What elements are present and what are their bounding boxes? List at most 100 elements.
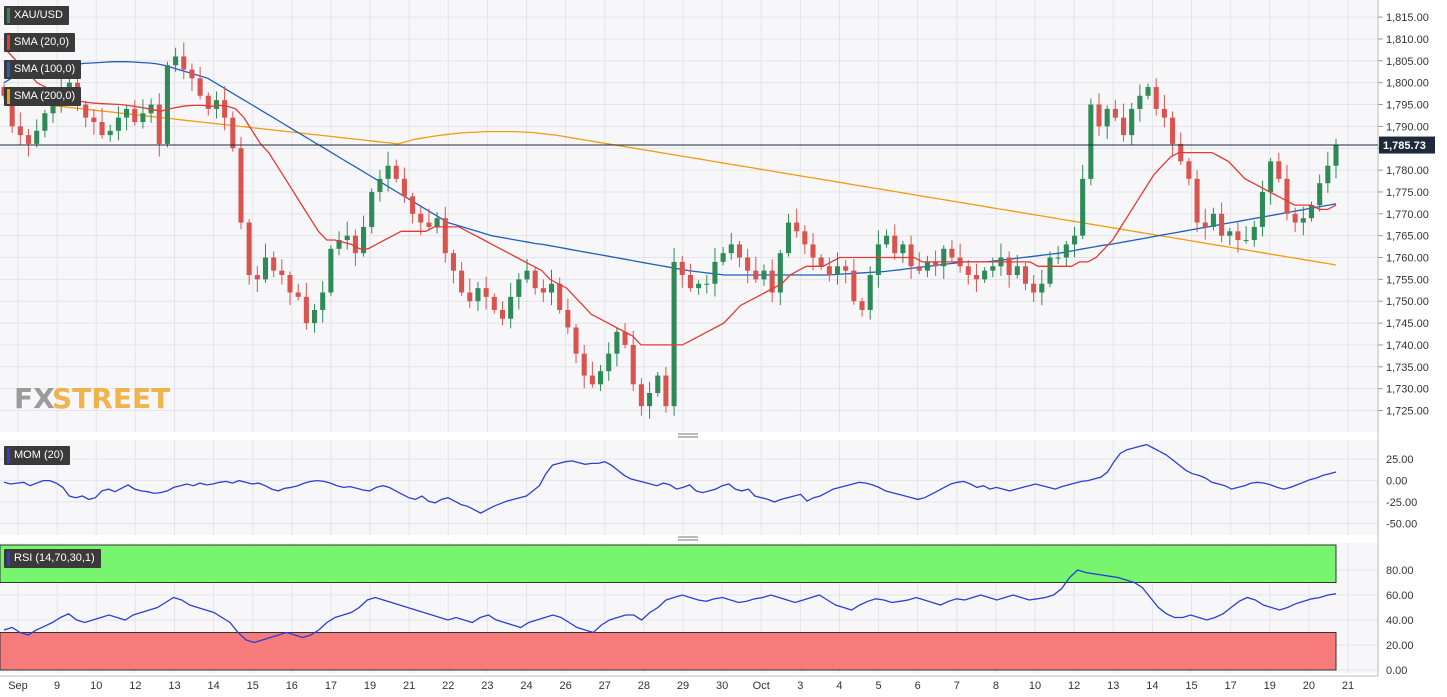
time-tick-label: 6 [915,680,921,692]
candle [1259,180,1265,237]
candle [320,281,326,323]
candle-body [287,275,293,293]
candle [1031,275,1037,303]
candle-body [1202,222,1208,227]
candle-body [671,261,677,407]
candle [606,342,612,381]
candle-body [557,283,563,310]
legend-sma200[interactable]: SMA (200,0) [4,87,82,106]
legend-sma20[interactable]: SMA (20,0) [4,33,76,52]
candle [712,247,718,297]
candle-body [1292,213,1298,223]
candle-body [867,275,873,310]
mom-path [3,443,1337,514]
candle-body [140,113,146,123]
candle [418,205,424,236]
candle-body [965,266,971,276]
candle [973,263,979,293]
candle-body [1047,257,1053,284]
candle-body [279,270,285,276]
candle-body [1251,226,1257,241]
price-tick-label: 1,810.00 [1386,34,1429,46]
candle [25,129,32,157]
price-tick-label: 1,735.00 [1386,362,1429,374]
candle-body [834,266,841,276]
time-tick-label: 13 [168,680,180,692]
candle [1186,157,1192,186]
candle-body [884,235,890,245]
candle [573,323,579,364]
legend-mom[interactable]: MOM (20) [4,446,70,465]
candle-body [173,56,179,66]
candle-body [1219,213,1225,236]
candle-body [704,283,710,285]
legend-sma100[interactable]: SMA (100,0) [4,60,82,79]
candle [1292,207,1298,233]
time-tick-label: 15 [1185,680,1197,692]
candle-body [875,244,881,276]
candle-body [1063,244,1069,258]
candle-body [328,248,334,293]
rsi-path [3,569,1337,644]
candle-body [295,292,301,297]
candle-body [1153,87,1159,109]
price-tick-label: 1,725.00 [1386,406,1429,418]
candle-body [1022,266,1029,284]
candle-body [426,222,432,227]
candle-body [262,257,269,280]
candle-body [753,270,759,280]
mom-tick-label: 0.00 [1386,476,1407,488]
candle [434,212,440,234]
legend-rsi[interactable]: RSI (14,70,30,1) [4,549,101,568]
candle-body [1276,161,1282,179]
candle-body [548,283,555,293]
candle-body [442,218,448,254]
candle [1235,222,1241,253]
candle [745,248,751,284]
candle [197,66,203,100]
candle [344,221,350,250]
candle [581,344,587,389]
candle-body [573,327,579,354]
candle-body [679,261,685,276]
panel-splitter-2[interactable] [678,536,698,541]
time-tick-label: 24 [520,680,532,692]
candle-body [745,257,751,271]
candle-body [418,213,424,223]
candle [426,208,432,231]
candle [1112,100,1118,122]
candle-body [736,244,742,258]
candle-body [434,218,440,227]
candle-body [352,235,358,254]
candle [1047,251,1053,288]
candle-body [83,104,89,118]
candle-body [1317,183,1323,206]
candle [1014,254,1020,279]
candle [83,101,89,128]
candle-body [42,113,48,131]
candle [671,247,677,416]
candle [630,330,636,391]
candle-body [156,104,162,144]
candle [361,215,367,257]
candle [720,247,726,266]
price-tick-label: 1,800.00 [1386,78,1429,90]
candle [499,301,506,326]
candle [1219,202,1225,243]
candle-body [1055,257,1061,259]
candle [810,233,816,271]
candle-body [916,266,922,271]
candle [638,378,644,416]
candle-body [696,283,702,289]
mom-tick-label: -25.00 [1386,497,1417,509]
candle-body [1006,257,1012,276]
candle [704,275,710,294]
sma20-line [3,47,1337,346]
candle [483,276,489,310]
candle [303,282,309,330]
rsi-tick-label: 80.00 [1386,565,1414,577]
time-tick-label: 30 [716,680,728,692]
legend-instrument[interactable]: XAU/USD [4,6,69,25]
candle [540,279,546,303]
panel-splitter-1[interactable] [678,433,698,438]
